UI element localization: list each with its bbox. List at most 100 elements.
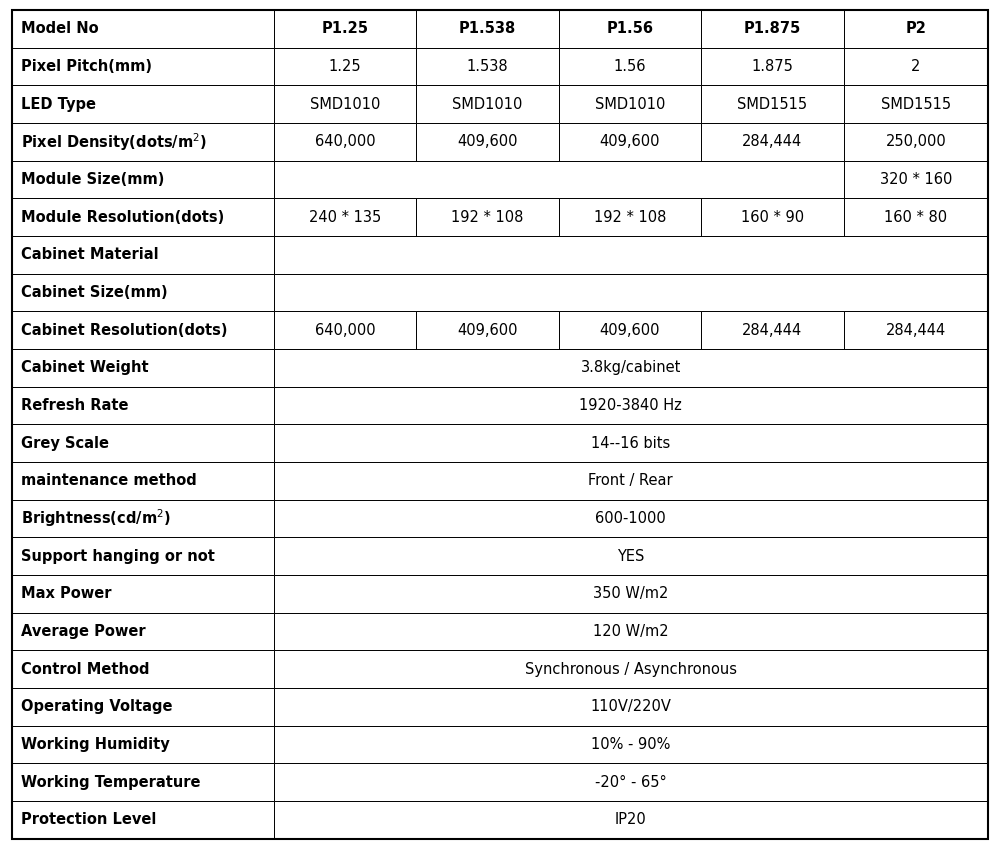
Bar [416,86,559,123]
Bar [274,47,416,86]
Text: 14--16 bits: 14--16 bits [591,435,670,451]
Text: SMD1010: SMD1010 [452,97,522,112]
Text: Support hanging or not: Support hanging or not [21,549,215,563]
Text: 600-1000: 600-1000 [595,511,666,526]
Text: Control Method: Control Method [21,662,150,677]
Text: Max Power: Max Power [21,586,112,601]
Bar [274,500,988,537]
Text: 3.8kg/cabinet: 3.8kg/cabinet [581,360,681,375]
Bar [844,10,988,47]
Text: Cabinet Material: Cabinet Material [21,247,159,263]
Text: SMD1515: SMD1515 [881,97,951,112]
Text: SMD1515: SMD1515 [737,97,807,112]
Bar [274,801,988,839]
Bar [12,650,274,688]
Text: Average Power: Average Power [21,624,146,639]
Text: Protection Level: Protection Level [21,812,156,828]
Bar [274,387,988,424]
Bar [274,726,988,763]
Bar [274,10,416,47]
Bar [559,86,701,123]
Text: 284,444: 284,444 [886,323,946,338]
Text: 250,000: 250,000 [885,135,946,149]
Bar [844,161,988,198]
Text: Refresh Rate: Refresh Rate [21,398,128,413]
Bar [12,10,274,47]
Bar [274,349,988,387]
Bar [274,312,416,349]
Text: 640,000: 640,000 [315,135,375,149]
Text: P1.875: P1.875 [744,21,801,36]
Text: 2: 2 [911,59,920,75]
Bar [274,688,988,726]
Bar [12,688,274,726]
Bar [274,650,988,688]
Bar [12,500,274,537]
Bar [274,161,844,198]
Text: Working Humidity: Working Humidity [21,737,170,752]
Bar [12,537,274,575]
Bar [274,198,416,236]
Text: 160 * 90: 160 * 90 [741,210,804,224]
Bar [701,10,844,47]
Bar [12,801,274,839]
Text: P1.25: P1.25 [321,21,368,36]
Bar [274,123,416,161]
Text: LED Type: LED Type [21,97,96,112]
Text: 120 W/m2: 120 W/m2 [593,624,669,639]
Bar [844,198,988,236]
Bar [12,387,274,424]
Text: Module Resolution(dots): Module Resolution(dots) [21,210,224,224]
Text: Front / Rear: Front / Rear [588,473,673,489]
Bar [559,10,701,47]
Bar [12,424,274,462]
Text: P1.538: P1.538 [459,21,516,36]
Text: 409,600: 409,600 [600,135,660,149]
Bar [12,161,274,198]
Text: 192 * 108: 192 * 108 [451,210,523,224]
Bar [559,47,701,86]
Text: 1920-3840 Hz: 1920-3840 Hz [579,398,682,413]
Text: IP20: IP20 [615,812,647,828]
Text: SMD1010: SMD1010 [310,97,380,112]
Bar [12,763,274,801]
Text: P2: P2 [905,21,926,36]
Bar [844,86,988,123]
Bar [559,123,701,161]
Bar [274,612,988,650]
Text: Module Size(mm): Module Size(mm) [21,172,164,187]
Bar [12,236,274,274]
Bar [12,349,274,387]
Text: maintenance method: maintenance method [21,473,197,489]
Bar [416,198,559,236]
Text: Pixel Density(dots/m$^2$): Pixel Density(dots/m$^2$) [21,131,207,152]
Text: 10% - 90%: 10% - 90% [591,737,670,752]
Bar [274,763,988,801]
Bar [274,424,988,462]
Bar [844,123,988,161]
Bar [12,198,274,236]
Text: 192 * 108: 192 * 108 [594,210,666,224]
Text: Cabinet Size(mm): Cabinet Size(mm) [21,285,168,300]
Bar [416,312,559,349]
Bar [12,312,274,349]
Bar [559,312,701,349]
Text: Cabinet Weight: Cabinet Weight [21,360,149,375]
Bar [274,236,988,274]
Bar [701,86,844,123]
Bar [416,10,559,47]
Text: Grey Scale: Grey Scale [21,435,109,451]
Bar [701,312,844,349]
Text: Model No: Model No [21,21,99,36]
Bar [12,123,274,161]
Text: 1.875: 1.875 [751,59,793,75]
Bar [12,86,274,123]
Text: 240 * 135: 240 * 135 [309,210,381,224]
Bar [844,47,988,86]
Bar [12,612,274,650]
Text: Working Temperature: Working Temperature [21,774,200,789]
Bar [274,274,988,312]
Text: 284,444: 284,444 [742,135,802,149]
Text: SMD1010: SMD1010 [595,97,665,112]
Text: 320 * 160: 320 * 160 [880,172,952,187]
